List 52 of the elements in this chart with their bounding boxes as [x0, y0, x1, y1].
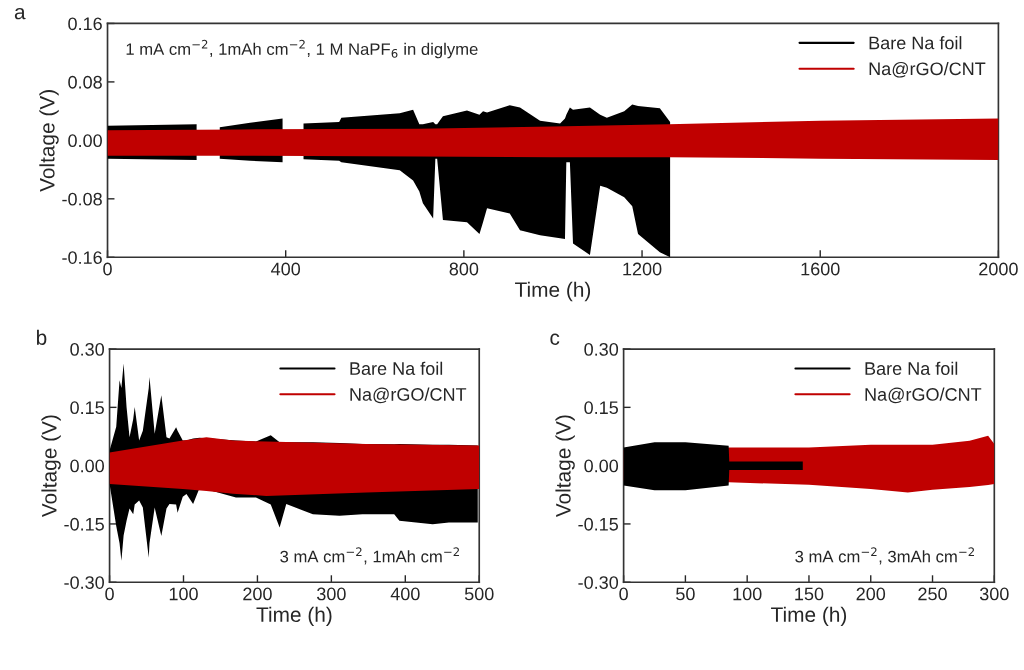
legend-label: Na@rGO/CNT — [869, 61, 986, 78]
x-axis-title: Time (h) — [515, 281, 591, 302]
x-tick-label: 250 — [918, 587, 947, 601]
annotation: 1 mA cm$^{−2}$, 1mAh cm$^{−2}$, 1 M NaPF$_{6}$ in diglyme — [126, 39, 478, 59]
y-tick-label: 0.00 — [70, 459, 104, 473]
chart-title: b — [36, 329, 47, 345]
y-tick-label: 0.00 — [584, 459, 619, 473]
x-tick-label: 50 — [676, 587, 695, 601]
legend-label: Na@rGO/CNT — [350, 387, 467, 404]
annotation: 3 mA cm$^{−2}$, 1mAh cm$^{−2}$ — [280, 547, 459, 565]
legend-label: Bare Na foil — [865, 361, 958, 375]
y-axis-title: Voltage (V) — [41, 415, 61, 518]
legend-label: Bare Na foil — [869, 36, 962, 50]
y-tick-label: -0.08 — [62, 192, 102, 206]
y-tick-label: 0.30 — [70, 343, 104, 356]
legend-label: Na@rGO/CNT — [865, 387, 982, 404]
y-axis-title: Voltage (V) — [555, 415, 575, 518]
y-tick-label: -0.16 — [62, 251, 102, 264]
y-tick-label: -0.30 — [64, 576, 104, 589]
y-tick-label: -0.15 — [578, 517, 618, 531]
x-tick-label: 100 — [169, 587, 198, 601]
x-tick-label: 400 — [390, 587, 420, 601]
x-tick-label: 500 — [464, 587, 494, 601]
x-tick-label: 200 — [856, 587, 886, 601]
x-axis-title: Time (h) — [771, 606, 847, 627]
x-tick-label: 300 — [979, 587, 1009, 601]
y-axis-title: Voltage (V) — [39, 90, 59, 192]
chart-title: c — [550, 333, 560, 345]
x-tick-label: 2000 — [979, 262, 1018, 276]
x-tick-label: 1200 — [623, 262, 662, 276]
y-tick-label: 0.30 — [584, 343, 619, 356]
x-tick-label: 400 — [271, 262, 301, 276]
y-tick-label: 0.15 — [70, 401, 104, 415]
y-tick-label: 0.16 — [68, 17, 102, 31]
legend-label: Bare Na foil — [350, 361, 443, 375]
x-tick-label: 0 — [619, 587, 628, 601]
y-tick-label: 0.08 — [68, 75, 102, 89]
y-tick-label: 0.00 — [68, 134, 102, 148]
x-axis-title: Time (h) — [256, 606, 332, 627]
annotation: 3 mA cm$^{−2}$, 3mAh cm$^{−2}$ — [795, 547, 974, 565]
chart-title: a — [14, 7, 26, 20]
y-tick-label: -0.30 — [578, 576, 619, 589]
x-tick-label: 100 — [733, 587, 762, 601]
x-tick-label: 0 — [103, 262, 112, 276]
y-tick-label: 0.15 — [584, 401, 618, 415]
x-tick-label: 1600 — [801, 262, 840, 276]
y-tick-label: -0.15 — [64, 517, 104, 531]
x-tick-label: 150 — [795, 587, 824, 601]
x-tick-label: 200 — [243, 587, 272, 601]
x-tick-label: 300 — [316, 587, 346, 601]
x-tick-label: 800 — [449, 262, 479, 276]
x-tick-label: 0 — [105, 587, 114, 601]
